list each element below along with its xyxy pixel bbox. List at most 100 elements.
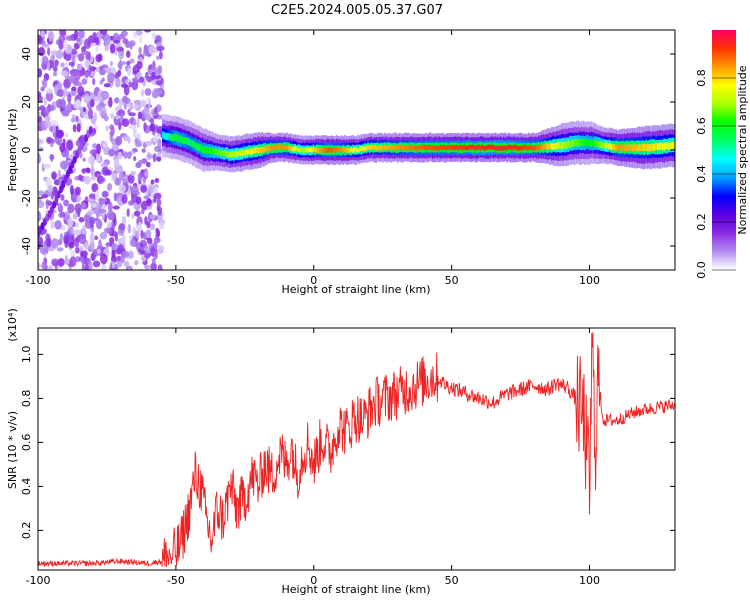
signal-cell [463, 144, 465, 150]
noise-speckle [149, 214, 156, 219]
signal-cell [430, 145, 432, 150]
signal-cell [380, 144, 383, 150]
noise-speckle [66, 139, 74, 151]
noise-speckle [39, 244, 47, 249]
noise-speckle [98, 209, 107, 214]
noise-speckle [51, 258, 59, 267]
noise-speckle [148, 64, 153, 70]
signal-cell [579, 138, 581, 147]
signal-cell [340, 147, 343, 153]
signal-cell [339, 147, 341, 153]
colorbar-tick-label: 0.6 [695, 117, 708, 135]
signal-cell [377, 145, 379, 151]
signal-cell [226, 151, 229, 158]
noise-speckle [120, 83, 128, 88]
signal-cell [651, 143, 654, 151]
streak-point [61, 180, 66, 188]
noise-speckle [91, 175, 96, 181]
signal-cell [640, 144, 642, 152]
signal-cell [488, 144, 490, 150]
signal-cell [167, 133, 169, 141]
signal-cell [373, 144, 376, 150]
signal-cell [630, 144, 632, 151]
noise-speckle [141, 158, 148, 164]
noise-speckle [103, 227, 111, 234]
noise-speckle [90, 42, 97, 47]
noise-speckle [75, 186, 81, 196]
noise-speckle [52, 65, 58, 72]
noise-speckle [135, 141, 142, 148]
noise-speckle [127, 173, 135, 184]
noise-speckle [109, 43, 116, 54]
noise-speckle [155, 133, 161, 138]
signal-cell [243, 150, 245, 157]
signal-cell [337, 146, 340, 152]
signal-cell [198, 144, 201, 152]
signal-cell [497, 145, 500, 151]
noise-speckle [38, 36, 43, 45]
noise-speckle [155, 55, 161, 61]
x-tick-label: -50 [167, 274, 185, 287]
signal-cell [249, 148, 252, 155]
signal-cell [620, 143, 622, 151]
signal-cell [613, 144, 616, 151]
signal-cell [190, 139, 192, 147]
noise-speckle [89, 240, 95, 251]
noise-speckle [84, 242, 89, 251]
signal-cell [441, 144, 444, 150]
signal-cell [526, 145, 528, 151]
noise-speckle [144, 30, 152, 33]
noise-speckle [82, 157, 86, 162]
noise-speckle [63, 87, 68, 98]
noise-speckle [98, 239, 102, 251]
signal-cell [607, 143, 609, 150]
signal-cell [569, 140, 571, 148]
signal-cell [411, 145, 414, 151]
heatmap-cells [38, 30, 675, 270]
noise-speckle [107, 182, 113, 192]
noise-speckle [144, 216, 148, 226]
noise-speckle [121, 233, 126, 244]
noise-speckle [113, 192, 118, 202]
streak-point [56, 190, 61, 199]
noise-speckle [103, 115, 109, 122]
noise-speckle [63, 39, 68, 51]
signal-cell [507, 144, 510, 150]
noise-speckle [144, 170, 149, 177]
signal-cell [537, 144, 540, 150]
noise-speckle [45, 91, 54, 102]
noise-speckle [70, 250, 76, 257]
noise-speckle [38, 138, 42, 144]
noise-speckle [140, 209, 145, 215]
noise-speckle [144, 113, 152, 121]
noise-speckle [91, 202, 97, 208]
x-tick-label: -100 [26, 274, 51, 287]
signal-cell [491, 144, 493, 150]
noise-speckle [144, 244, 149, 255]
spectrogram-y-ticks: -40 -20 0 20 40 [20, 47, 675, 255]
x-tick-label: 0 [310, 574, 317, 587]
noise-speckle [133, 99, 141, 105]
signal-cell [641, 143, 644, 151]
signal-cell [451, 144, 454, 150]
snr-x-ticks: -100 -50 0 50 100 [26, 328, 600, 587]
signal-cell [454, 144, 457, 150]
noise-speckle [146, 161, 151, 168]
noise-speckle [42, 55, 49, 65]
noise-speckle [148, 45, 156, 55]
noise-speckle [108, 96, 113, 108]
noise-speckle [150, 262, 158, 270]
noise-speckle [118, 49, 125, 60]
signal-cell [229, 152, 232, 159]
noise-speckle [77, 174, 83, 181]
signal-cell [264, 145, 267, 152]
noise-speckle [122, 177, 126, 186]
signal-cell [554, 143, 556, 150]
signal-cell [362, 146, 364, 151]
noise-speckle [134, 259, 139, 266]
signal-cell [368, 144, 371, 150]
signal-cell [263, 147, 265, 153]
signal-cell [413, 145, 416, 151]
noise-speckle [146, 204, 153, 210]
